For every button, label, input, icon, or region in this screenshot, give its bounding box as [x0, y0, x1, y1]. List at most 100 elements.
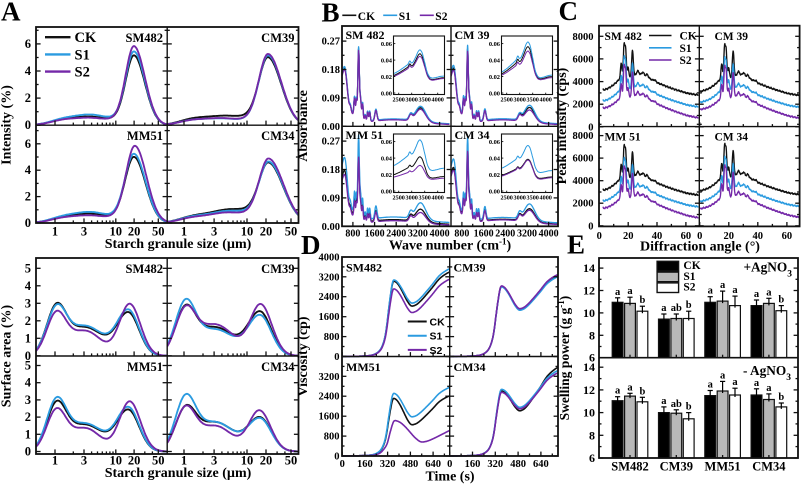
svg-text:5: 5 — [25, 261, 31, 275]
svg-text:2400: 2400 — [319, 392, 340, 403]
svg-text:CM 34: CM 34 — [455, 128, 490, 142]
svg-text:4: 4 — [25, 279, 32, 293]
svg-text:4000: 4000 — [573, 77, 594, 88]
svg-text:1: 1 — [181, 225, 187, 239]
svg-text:0.00: 0.00 — [322, 222, 340, 233]
svg-text:6000: 6000 — [573, 154, 594, 165]
svg-text:4: 4 — [25, 376, 32, 390]
svg-text:4000: 4000 — [539, 229, 559, 240]
svg-text:0.27: 0.27 — [322, 37, 340, 48]
svg-text:3: 3 — [211, 225, 217, 239]
svg-text:0.06: 0.06 — [381, 41, 393, 48]
svg-text:0.06: 0.06 — [489, 139, 501, 146]
svg-text:20: 20 — [128, 454, 141, 468]
svg-text:8000: 8000 — [573, 131, 594, 142]
svg-text:Viscosity (cp): Viscosity (cp) — [296, 316, 311, 396]
svg-text:C: C — [559, 0, 579, 26]
svg-text:SM 482: SM 482 — [346, 28, 385, 42]
svg-text:1600: 1600 — [365, 229, 385, 240]
svg-text:20: 20 — [260, 454, 273, 468]
svg-text:1600: 1600 — [474, 229, 494, 240]
svg-text:E: E — [567, 230, 585, 260]
svg-text:MM 51: MM 51 — [605, 132, 641, 144]
svg-text:a: a — [661, 303, 667, 314]
svg-text:0: 0 — [447, 459, 452, 470]
svg-text:a: a — [754, 378, 760, 389]
svg-text:2500: 2500 — [501, 195, 513, 202]
svg-text:b: b — [686, 300, 692, 311]
svg-text:3500: 3500 — [527, 195, 539, 202]
svg-text:2: 2 — [25, 410, 31, 424]
svg-text:a: a — [661, 396, 667, 407]
svg-text:B: B — [322, 0, 340, 28]
svg-text:CM34: CM34 — [454, 360, 486, 374]
svg-text:Starch granule size (µm): Starch granule size (µm) — [105, 466, 252, 481]
svg-text:1: 1 — [52, 454, 58, 468]
svg-text:CK: CK — [680, 31, 697, 43]
svg-text:b: b — [778, 295, 784, 306]
svg-text:4000: 4000 — [432, 195, 444, 202]
svg-text:8000: 8000 — [573, 32, 594, 43]
svg-text:a: a — [615, 287, 621, 298]
svg-text:60: 60 — [681, 231, 692, 242]
svg-text:SM482: SM482 — [611, 460, 649, 474]
svg-text:0.00: 0.00 — [381, 188, 392, 195]
svg-text:320: 320 — [487, 459, 503, 470]
svg-text:800: 800 — [454, 229, 469, 240]
svg-text:CM 39: CM 39 — [455, 28, 490, 42]
svg-text:14: 14 — [583, 360, 595, 374]
svg-text:CM 34: CM 34 — [715, 132, 749, 144]
svg-text:Swelling power (g g-1): Swelling power (g g-1) — [556, 296, 572, 421]
svg-text:0.04: 0.04 — [489, 156, 501, 163]
svg-text:A: A — [1, 0, 21, 27]
svg-text:a: a — [732, 377, 738, 388]
svg-text:Starch granule size (µm): Starch granule size (µm) — [105, 237, 252, 252]
svg-text:S1: S1 — [430, 331, 443, 343]
svg-text:50: 50 — [152, 454, 165, 468]
svg-text:4: 4 — [25, 64, 32, 78]
svg-text:0: 0 — [25, 118, 31, 132]
svg-text:b: b — [778, 392, 784, 403]
svg-text:0: 0 — [588, 221, 593, 232]
svg-text:CK: CK — [75, 30, 97, 46]
svg-text:Surface area (%): Surface area (%) — [0, 304, 15, 407]
svg-text:2500: 2500 — [501, 97, 513, 104]
svg-text:3500: 3500 — [419, 195, 431, 202]
svg-text:0.09: 0.09 — [322, 193, 340, 204]
svg-text:0: 0 — [697, 231, 702, 242]
svg-text:2000: 2000 — [573, 199, 594, 210]
svg-text:CM34: CM34 — [752, 460, 786, 474]
svg-text:a: a — [627, 382, 633, 393]
svg-text:2500: 2500 — [393, 195, 405, 202]
svg-text:4000: 4000 — [573, 176, 594, 187]
svg-text:ab: ab — [671, 399, 682, 410]
svg-text:6: 6 — [589, 351, 595, 365]
svg-text:10: 10 — [583, 406, 595, 420]
svg-text:CK: CK — [430, 316, 446, 328]
svg-text:3: 3 — [211, 454, 217, 468]
svg-text:10: 10 — [241, 454, 254, 468]
svg-text:CM39: CM39 — [261, 31, 294, 45]
svg-text:2: 2 — [25, 91, 31, 105]
svg-text:3: 3 — [25, 393, 31, 407]
svg-text:160: 160 — [357, 459, 373, 470]
svg-text:0.27: 0.27 — [322, 137, 340, 148]
svg-text:0: 0 — [25, 445, 31, 459]
svg-text:1600: 1600 — [319, 312, 340, 323]
svg-text:0.00: 0.00 — [489, 90, 500, 97]
svg-text:50: 50 — [285, 225, 298, 239]
svg-text:b: b — [686, 402, 692, 413]
svg-text:20: 20 — [724, 231, 735, 242]
svg-text:CM34: CM34 — [261, 129, 295, 143]
svg-text:3000: 3000 — [406, 97, 418, 104]
svg-text:4000: 4000 — [430, 229, 450, 240]
svg-text:D: D — [301, 230, 321, 260]
svg-text:0: 0 — [588, 122, 593, 133]
svg-text:160: 160 — [465, 459, 481, 470]
svg-text:800: 800 — [345, 229, 360, 240]
svg-text:0.06: 0.06 — [489, 41, 501, 48]
svg-text:20: 20 — [623, 231, 634, 242]
svg-text:0: 0 — [25, 349, 31, 363]
svg-text:6: 6 — [25, 137, 31, 151]
svg-text:0: 0 — [597, 231, 602, 242]
